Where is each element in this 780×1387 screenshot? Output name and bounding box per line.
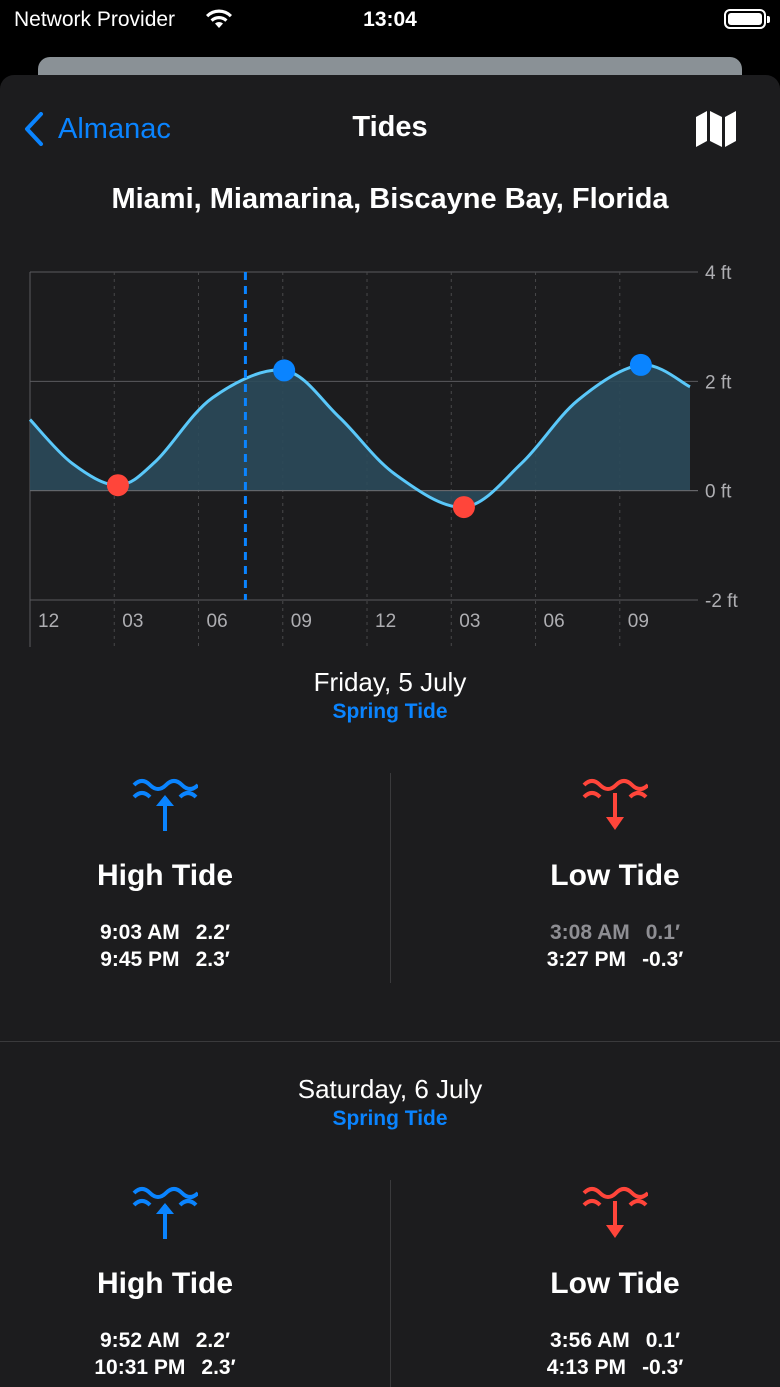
low-tide-marker [452, 496, 475, 519]
y-tick-label: 0 ft [705, 482, 732, 503]
day-header: Saturday, 6 July Spring Tide [0, 1074, 780, 1131]
y-tick-label: 2 ft [705, 372, 732, 393]
high-tide-icon [132, 779, 198, 831]
high-tide-title: High Tide [96, 859, 234, 892]
x-tick-label: 06 [544, 611, 565, 632]
x-tick-label: 09 [291, 611, 312, 632]
x-tick-label: 06 [207, 611, 228, 632]
high-tide-title: High Tide [96, 1267, 234, 1300]
x-tick-label: 12 [38, 611, 59, 632]
tide-entry: 4:13 PM -0.3′ [450, 1354, 780, 1381]
clock-time: 13:04 [363, 8, 417, 31]
tide-height: -0.3′ [642, 1356, 684, 1379]
low-tide-title: Low Tide [550, 1267, 680, 1300]
high-tide-marker [629, 353, 652, 376]
tide-time: 9:45 PM [100, 948, 180, 971]
tide-chart[interactable]: 4 ft 2 ft 0 ft -2 ft 12 03 06 09 12 03 06 09 [0, 255, 780, 655]
x-tick-label: 09 [628, 611, 649, 632]
day-header: Friday, 5 July Spring Tide [0, 667, 780, 724]
tide-height: 2.3′ [201, 1356, 236, 1379]
high-tide-icon [132, 1187, 198, 1239]
tide-time: 4:13 PM [546, 1356, 627, 1379]
tide-type-label: Spring Tide [332, 700, 448, 723]
x-tick-label: 12 [375, 611, 396, 632]
status-bar: Network Provider 13:04 [0, 0, 780, 50]
low-tide-icon [582, 779, 648, 830]
tide-entry: 9:52 AM 2.2′ [0, 1327, 330, 1354]
high-tide-block: High Tide 9:52 AM 2.2′ 10:31 PM 2.3′ [0, 1183, 330, 1381]
tide-entry: 9:45 PM 2.3′ [0, 946, 330, 973]
x-tick-label: 03 [122, 611, 143, 632]
tide-height: 2.3′ [195, 948, 230, 971]
tide-type-label: Spring Tide [332, 1107, 448, 1130]
low-tide-marker [106, 474, 129, 497]
tide-time: 9:03 AM [100, 921, 180, 944]
column-divider [390, 1180, 391, 1387]
y-tick-label: -2 ft [705, 591, 738, 612]
location-title: Miami, Miamarina, Biscayne Bay, Florida [111, 183, 669, 215]
y-tick-label: 4 ft [705, 263, 732, 284]
carrier-label: Network Provider [14, 8, 176, 31]
tides-sheet: Almanac Tides Miami, Miamarina, Biscayne… [0, 75, 780, 1387]
low-tide-title: Low Tide [550, 859, 680, 892]
tide-time: 3:27 PM [546, 948, 627, 971]
column-divider [390, 773, 391, 983]
tide-area-fill [30, 364, 690, 508]
map-icon[interactable] [694, 109, 738, 149]
tide-entry: 3:27 PM -0.3′ [450, 946, 780, 973]
day-date: Friday, 5 July [313, 667, 467, 697]
tide-height: 0.1′ [645, 921, 680, 944]
x-tick-label: 03 [459, 611, 480, 632]
tide-time: 10:31 PM [94, 1356, 186, 1379]
high-tide-marker [273, 359, 296, 382]
tide-time: 9:52 AM [100, 1329, 180, 1352]
back-button[interactable]: Almanac [24, 111, 171, 147]
tide-height: 2.2′ [195, 1329, 230, 1352]
tide-entry: 3:08 AM 0.1′ [450, 919, 780, 946]
low-tide-block: Low Tide 3:08 AM 0.1′ 3:27 PM -0.3′ [450, 775, 780, 973]
tide-height: -0.3′ [642, 948, 684, 971]
low-tide-icon [582, 1187, 648, 1238]
chevron-left-icon [25, 112, 43, 146]
page-title: Tides [352, 111, 428, 143]
tide-height: 0.1′ [645, 1329, 680, 1352]
tide-entry: 9:03 AM 2.2′ [0, 919, 330, 946]
tide-entry: 10:31 PM 2.3′ [0, 1354, 330, 1381]
section-divider [0, 1041, 780, 1042]
day-date: Saturday, 6 July [297, 1074, 483, 1104]
battery-icon [724, 9, 770, 29]
back-button-label: Almanac [58, 112, 171, 145]
tide-height: 2.2′ [195, 921, 230, 944]
tide-time: 3:56 AM [550, 1329, 630, 1352]
high-tide-block: High Tide 9:03 AM 2.2′ 9:45 PM 2.3′ [0, 775, 330, 973]
wifi-icon [206, 9, 232, 28]
low-tide-block: Low Tide 3:56 AM 0.1′ 4:13 PM -0.3′ [450, 1183, 780, 1381]
tide-time: 3:08 AM [550, 921, 630, 944]
tide-entry: 3:56 AM 0.1′ [450, 1327, 780, 1354]
